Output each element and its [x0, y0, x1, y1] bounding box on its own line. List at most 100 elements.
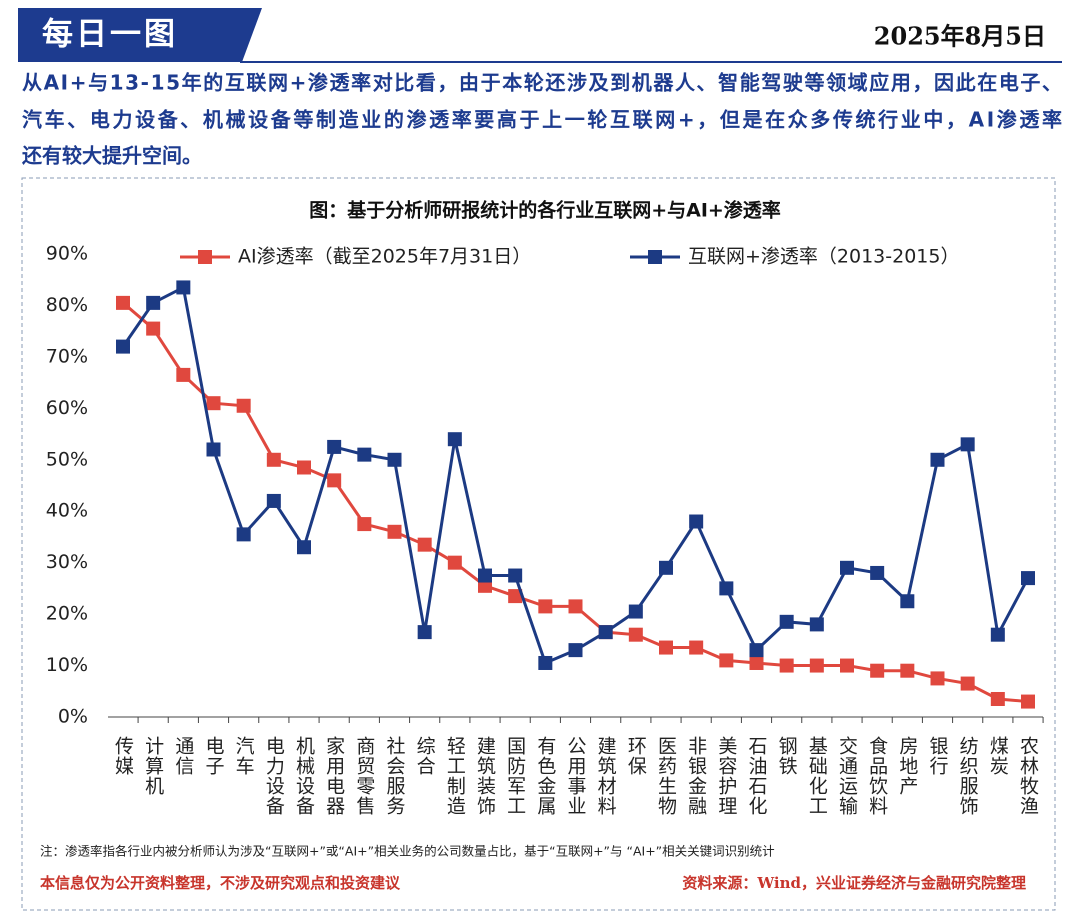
x-tick-label: 社会服务: [384, 736, 406, 816]
point: [930, 671, 945, 686]
x-tick-label: 轻工制造: [444, 736, 466, 816]
point: [206, 442, 221, 457]
y-tick-label: 20%: [46, 603, 88, 625]
x-tick-label: 石油石化: [746, 736, 768, 816]
point: [628, 604, 643, 619]
point: [1021, 694, 1035, 709]
x-tick-label: 家用电器: [323, 736, 345, 816]
x-tick-label: 电力设备: [263, 736, 285, 816]
point: [116, 339, 130, 354]
x-tick-label: 机械设备: [293, 736, 315, 816]
x-tick-label: 通信: [172, 736, 194, 776]
y-tick-label: 10%: [46, 654, 88, 676]
x-tick-label: 汽车: [233, 736, 255, 776]
point: [297, 540, 311, 555]
point: [478, 568, 492, 583]
point: [357, 517, 372, 532]
point: [809, 617, 824, 632]
legend-marker: [198, 250, 212, 264]
point: [387, 452, 402, 467]
legend-label: AI渗透率（截至2025年7月31日）: [238, 246, 531, 268]
point: [990, 627, 1005, 642]
source: 资料来源：Wind，兴业证券经济与金融研究院整理: [682, 874, 1026, 892]
x-tick-label: 商贸零售: [353, 736, 375, 816]
point: [538, 599, 553, 614]
x-tick-label: 美容护理: [715, 736, 737, 816]
point: [659, 640, 673, 655]
point: [176, 367, 191, 382]
x-tick-label: 计算机: [142, 736, 164, 796]
point: [417, 537, 432, 552]
point: [417, 625, 432, 640]
point: [840, 658, 854, 673]
point: [266, 493, 281, 508]
x-tick-label: 钢铁: [776, 736, 798, 776]
header-banner: [18, 8, 262, 62]
point: [357, 447, 372, 462]
point: [749, 655, 764, 670]
x-tick-label: 环保: [625, 736, 647, 776]
point: [930, 452, 945, 467]
point: [568, 599, 583, 614]
y-tick-label: 80%: [46, 294, 88, 316]
point: [568, 643, 583, 658]
point: [387, 524, 402, 539]
x-tick-label: 交通运输: [836, 736, 858, 816]
y-tick-label: 0%: [58, 706, 88, 728]
y-tick-label: 70%: [46, 345, 88, 367]
point: [900, 663, 915, 678]
note: 注：渗透率指各行业内被分析师认为涉及“互联网+”或“AI+”相关业务的公司数量占…: [40, 844, 775, 859]
point: [628, 627, 643, 642]
point: [719, 581, 734, 596]
x-tick-label: 传媒: [112, 736, 134, 776]
point: [960, 437, 975, 452]
point: [146, 295, 161, 310]
point: [689, 514, 704, 529]
point: [266, 452, 281, 467]
point: [960, 676, 975, 691]
intro-line: 从AI+与13-15年的互联网+渗透率对比看，由于本轮还涉及到机器人、智能驾驶等…: [22, 71, 1062, 95]
chart-title: 图：基于分析师研报统计的各行业互联网+与AI+渗透率: [309, 199, 781, 222]
point: [659, 560, 673, 575]
x-tick-label: 综合: [414, 736, 436, 776]
point: [447, 432, 462, 447]
y-tick-label: 90%: [46, 243, 88, 265]
x-tick-label: 建筑装饰: [474, 736, 496, 816]
intro-line: 汽车、电力设备、机械设备等制造业的渗透率要高于上一轮互联网+，但是在众多传统行业…: [22, 108, 1062, 132]
point: [779, 658, 794, 673]
point: [236, 398, 251, 413]
point: [176, 280, 191, 295]
x-tick-label: 食品饮料: [866, 736, 888, 816]
x-tick-label: 纺织服饰: [957, 736, 979, 816]
series-line: [122, 301, 1029, 704]
point: [719, 653, 734, 668]
x-tick-label: 煤炭: [987, 736, 1009, 776]
point: [779, 614, 794, 629]
point: [146, 321, 161, 336]
point: [508, 568, 523, 583]
point: [116, 295, 130, 310]
point: [327, 439, 342, 454]
point: [598, 625, 613, 640]
point: [870, 565, 885, 580]
point: [1021, 571, 1035, 586]
point: [840, 560, 854, 575]
x-tick-label: 电子: [203, 736, 225, 776]
x-tick-label: 医药生物: [655, 736, 677, 816]
point: [297, 460, 311, 475]
point: [206, 396, 221, 411]
point: [990, 691, 1005, 706]
legend-marker: [648, 250, 662, 264]
y-tick-label: 60%: [46, 397, 88, 419]
point: [327, 473, 342, 488]
point: [900, 594, 915, 609]
point: [508, 589, 523, 604]
chart-frame: [21, 177, 1056, 911]
x-tick-label: 基础化工: [806, 736, 828, 816]
x-tick-label: 银行: [927, 736, 949, 776]
x-tick-label: 非银金融: [685, 736, 707, 816]
point: [749, 643, 764, 658]
x-tick-label: 有色金属: [534, 736, 556, 816]
